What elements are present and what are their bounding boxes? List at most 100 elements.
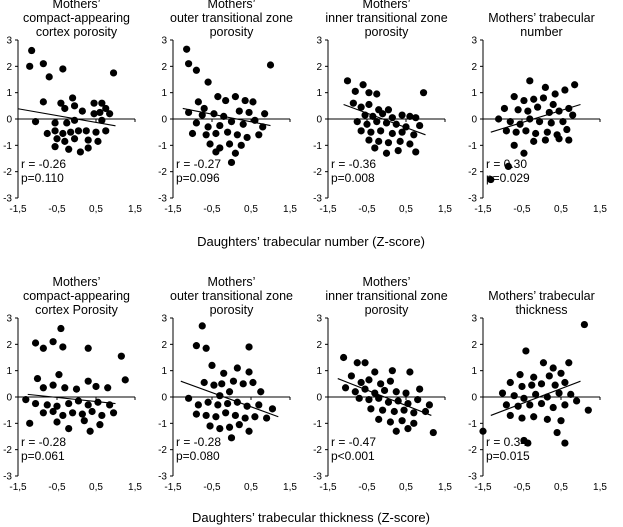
data-point [416,121,424,130]
data-point [495,115,503,123]
data-point [202,411,210,420]
x-tick-label: -1,5 [9,482,27,493]
data-point [406,112,414,120]
data-point [225,140,234,148]
panel-title-line: Mothers’ [53,275,101,289]
y-tick-label: 0 [471,115,477,126]
data-point [487,175,495,184]
data-point [210,110,218,118]
data-point [59,129,67,138]
data-point [231,93,239,101]
y-tick-label: 1 [6,88,12,99]
data-point [571,81,579,89]
panel-title-line: inner transitional zone [325,289,447,303]
data-point [520,394,528,402]
data-point [220,369,228,377]
data-point [72,385,81,393]
data-point [208,361,216,369]
p-value-label: p=0.096 [176,171,220,185]
data-point [425,401,433,409]
data-point [479,427,487,435]
panel-title-line: Mothers’ trabecular [488,289,595,303]
data-point [96,108,104,117]
data-point [541,136,550,144]
p-value-label: p=0.110 [21,171,64,185]
y-tick-label: 1 [316,88,322,99]
data-point [235,107,243,115]
y-tick-label: -1 [3,141,12,152]
data-point [406,368,414,376]
data-point [412,148,420,156]
data-point [384,398,393,406]
data-point [528,381,536,389]
data-point [121,376,129,384]
data-point [561,439,569,447]
data-point [216,121,224,130]
data-point [39,344,47,352]
data-point [500,104,509,113]
data-point [543,128,551,136]
data-point [204,123,212,131]
data-point [65,425,73,433]
data-point [502,127,510,135]
correlation-r-label: r = -0.27 [176,157,221,171]
panel-title-line: cortex Porosity [35,303,118,317]
data-point [384,106,393,114]
data-point [229,377,238,385]
data-point [86,427,94,435]
data-point [340,353,348,362]
data-point [429,428,437,437]
data-point [61,384,69,392]
data-point [549,403,557,412]
data-point [241,414,249,422]
y-tick-label: 1 [316,366,322,377]
x-tick-label: 0,5 [399,482,413,493]
data-point [367,405,375,413]
data-point [561,86,569,94]
data-point [109,409,118,417]
data-point [392,388,400,396]
y-tick-label: -2 [313,167,322,178]
data-point [92,128,100,136]
data-point [45,73,53,81]
data-point [218,380,226,388]
data-point [377,127,385,135]
row1-x-axis-label: Daughters’ trabecular number (Z-score) [197,234,425,249]
data-point [200,104,208,113]
data-point [351,388,359,396]
data-point [263,414,271,422]
data-point [367,128,375,136]
data-point [506,118,514,126]
y-tick-label: -2 [313,445,322,456]
x-tick-label: 0,5 [244,204,258,215]
data-point [104,384,112,392]
data-point [373,90,381,98]
data-point [192,410,200,418]
data-point [398,111,406,119]
data-point [380,386,389,395]
data-point [375,137,383,145]
data-point [80,417,88,425]
x-tick-label: 0,5 [554,204,568,215]
y-tick-label: -1 [468,141,477,152]
panel-title-line: Mothers’ trabecular [488,11,595,25]
data-point [194,401,202,409]
data-point [210,381,218,389]
data-point [365,376,373,384]
data-point [384,139,393,147]
x-tick-label: -0,5 [203,204,221,215]
data-point [70,102,79,110]
data-point [547,119,555,127]
data-point [202,131,210,139]
trend-line [27,393,116,405]
data-point [98,411,106,420]
data-point [84,377,92,385]
data-point [530,373,538,381]
y-tick-label: -1 [313,141,322,152]
data-point [185,108,193,117]
data-point [375,415,383,423]
y-tick-label: 0 [316,393,322,404]
data-point [357,127,365,135]
